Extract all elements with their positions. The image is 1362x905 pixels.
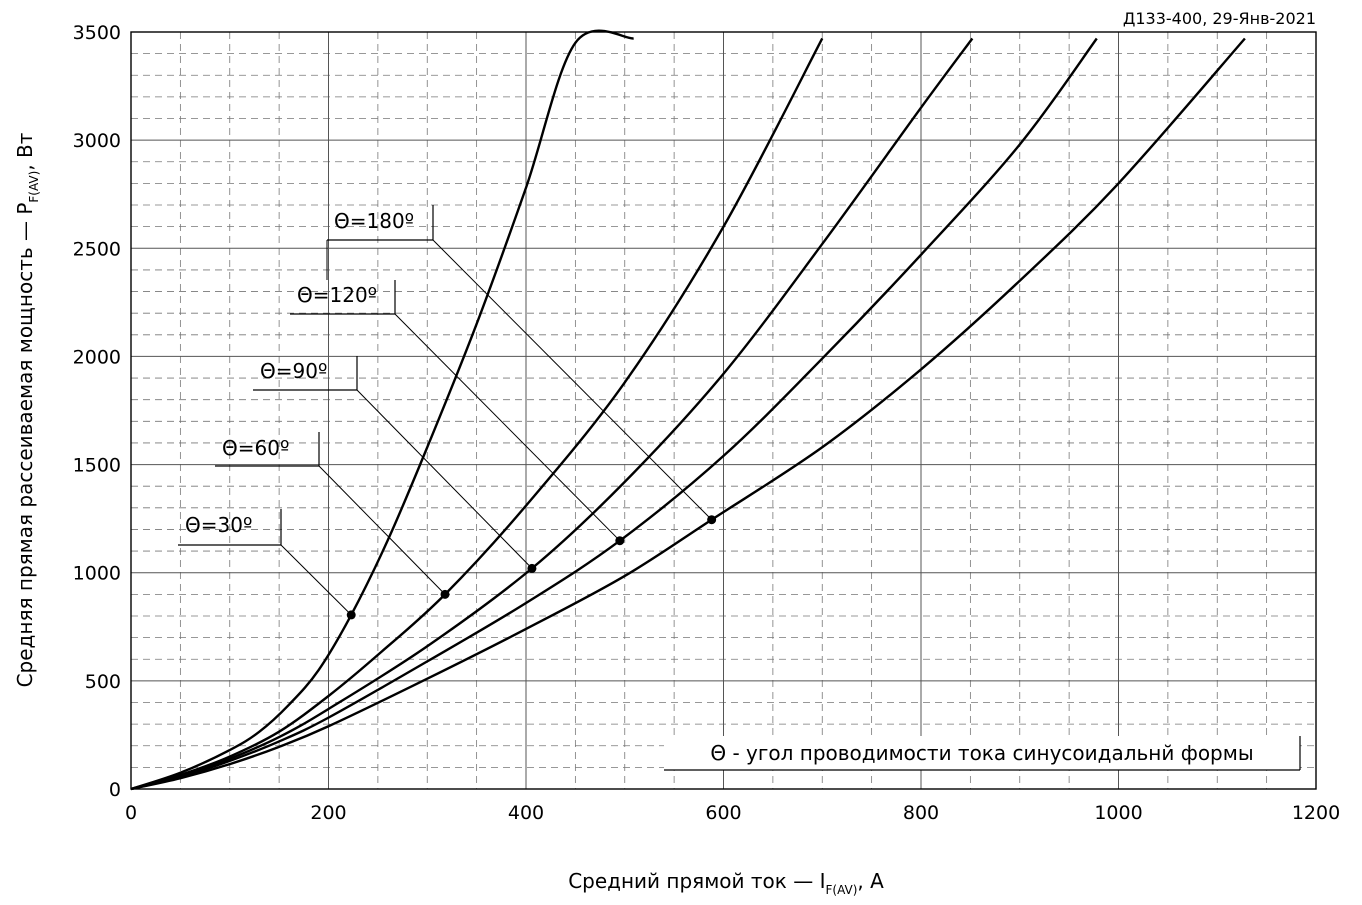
x-axis-title-sub: F(AV): [825, 883, 857, 897]
series-line-4: [130, 37, 1246, 791]
label-leader-2: [356, 389, 533, 569]
label-leader-3: [318, 465, 446, 595]
axis-ticks: 0 200 400 600 800 1000 1200 0 500 1000 1500 2000 250…: [73, 22, 1341, 824]
x-tick-label: 600: [705, 802, 741, 824]
y-tick-label: 3500: [73, 22, 121, 44]
curves: [130, 29, 1246, 791]
curve-labels: Θ=180º Θ=120º Θ=90º Θ=60º Θ=30º: [185, 209, 414, 537]
y-axis-title-main: Средняя прямая рассеиваемая мощность — P: [13, 203, 37, 688]
x-tick-label: 200: [310, 802, 346, 824]
y-tick-label: 0: [109, 779, 121, 801]
series-marker-3: [615, 536, 625, 546]
y-tick-label: 1500: [73, 455, 121, 477]
series-marker-1: [440, 589, 450, 599]
x-axis-title-main: Средний прямой ток — I: [568, 869, 825, 893]
y-tick-label: 500: [85, 671, 121, 693]
label-leader-0: [432, 239, 713, 521]
x-tick-label: 400: [508, 802, 544, 824]
curve-label-1: Θ=120º: [297, 283, 377, 307]
y-tick-label: 3000: [73, 130, 121, 152]
curve-label-4: Θ=30º: [185, 513, 252, 537]
x-tick-label: 1000: [1094, 802, 1142, 824]
plot-frame: [130, 31, 1317, 790]
x-tick-label: 1200: [1292, 802, 1340, 824]
x-tick-label: 0: [125, 802, 137, 824]
curve-markers: [346, 515, 717, 620]
series-marker-2: [527, 563, 537, 573]
y-tick-label: 2000: [73, 346, 121, 368]
label-leaders: [178, 205, 713, 616]
series-line-1: [130, 37, 824, 791]
x-tick-label: 800: [903, 802, 939, 824]
y-tick-label: 2500: [73, 238, 121, 260]
label-leader-4: [280, 544, 352, 616]
series-line-3: [130, 37, 1098, 791]
series-marker-0: [346, 610, 356, 620]
legend-note-text: Θ - угол проводимости тока синусоидальнй…: [710, 741, 1253, 765]
y-axis-title: Средняя прямая рассеиваемая мощность — P…: [13, 132, 41, 687]
curve-label-2: Θ=90º: [260, 359, 327, 383]
x-axis-title: Средний прямой ток — IF(AV), A: [568, 869, 884, 897]
x-axis-title-unit: , A: [857, 869, 884, 893]
series-line-0: [130, 29, 634, 791]
chart-stamp: Д133-400, 29-Янв-2021: [1123, 9, 1316, 28]
major-grid: [130, 31, 1317, 790]
curve-label-3: Θ=60º: [222, 436, 289, 460]
label-leader-1: [394, 313, 621, 542]
legend-note: Θ - угол проводимости тока синусоидальнй…: [664, 736, 1301, 771]
y-axis-title-sub: F(AV): [27, 171, 41, 203]
series-line-2: [130, 37, 974, 791]
series-marker-4: [707, 515, 717, 525]
y-tick-label: 1000: [73, 563, 121, 585]
curve-label-0: Θ=180º: [334, 209, 414, 233]
y-axis-title-unit: , Вт: [13, 132, 37, 170]
